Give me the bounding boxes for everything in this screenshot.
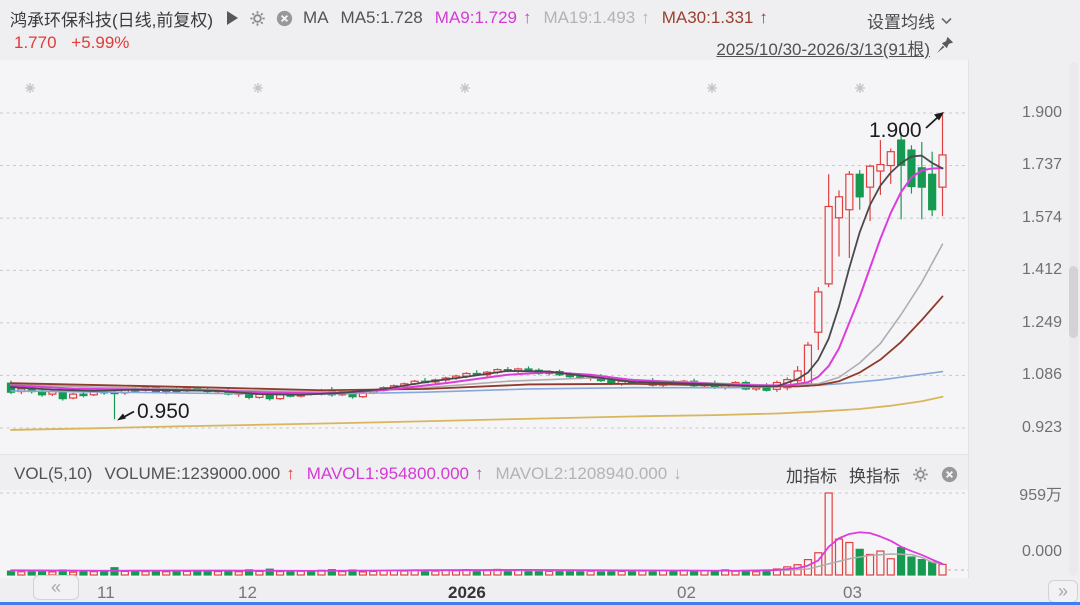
window-bottom-edge	[0, 602, 1080, 605]
volume-axis-top-label: 959万	[1019, 487, 1062, 504]
vol-params-label: VOL(5,10)	[14, 464, 93, 483]
ma5-value: MA5:1.728	[340, 8, 423, 27]
ma19-value: MA19:1.493	[543, 8, 636, 27]
price-axis-label: 1.412	[1021, 261, 1062, 278]
date-range-link[interactable]: 2025/10/30-2026/3/13(91根)	[716, 40, 930, 59]
volume-header: VOL(5,10) VOLUME:1239000.000 ↑ MAVOL1:95…	[14, 461, 1080, 487]
x-axis-label-year: 2026	[448, 583, 486, 602]
ma19-up-arrow: ↑	[641, 8, 650, 27]
candlestick-chart[interactable]: 0.950 1.900	[0, 60, 968, 455]
last-price: 1.770	[14, 33, 57, 52]
ma9-value: MA9:1.729	[434, 8, 518, 27]
price-axis-label: 1.574	[1021, 209, 1062, 226]
volume-up-arrow: ↑	[286, 464, 295, 483]
ma-indicator-label: MA	[303, 8, 329, 27]
ma9-up-arrow: ↑	[523, 8, 532, 27]
x-axis-label-mar: 03	[843, 583, 862, 602]
add-indicator-button[interactable]: 加指标	[786, 467, 837, 486]
scrollbar-thumb[interactable]	[1069, 266, 1078, 338]
chevron-down-icon	[941, 17, 952, 24]
ma30-up-arrow: ↑	[759, 8, 768, 27]
scroll-left-button[interactable]: «	[33, 575, 79, 600]
chart-header: 鸿承环保科技(日线,前复权) MA MA5:1.728 MA9:1.729 ↑ …	[10, 5, 1080, 31]
ma30-value: MA30:1.331	[661, 8, 754, 27]
price-summary: 1.770 +5.99%	[14, 33, 1080, 57]
svg-text:0.950: 0.950	[137, 400, 190, 423]
pin-icon[interactable]	[936, 36, 954, 59]
price-axis-label: 1.737	[1021, 156, 1062, 173]
symbol-title: 鸿承环保科技(日线,前复权)	[10, 10, 214, 30]
price-axis-label: 1.900	[1021, 104, 1062, 121]
price-change-percent: +5.99%	[71, 33, 130, 52]
volume-toolbar: 加指标 换指标	[786, 462, 958, 487]
x-axis-label-nov: 11	[97, 583, 115, 602]
volume-close-icon[interactable]	[941, 466, 958, 483]
x-axis-label-feb: 02	[677, 583, 696, 602]
mavol2-value: MAVOL2:1208940.000	[495, 464, 668, 483]
price-axis-label: 1.249	[1021, 314, 1062, 331]
volume-chart[interactable]	[0, 490, 968, 578]
configure-ma-button[interactable]: 设置均线	[867, 8, 952, 33]
volume-axis-zero-label: 0.000	[1021, 543, 1062, 560]
switch-indicator-button[interactable]: 换指标	[849, 467, 900, 486]
volume-value: VOLUME:1239000.000	[104, 464, 281, 483]
x-axis-label-dec: 12	[238, 583, 257, 602]
price-axis-label: 0.923	[1021, 419, 1062, 436]
indicator-settings-gear-icon[interactable]	[249, 10, 266, 27]
svg-text:1.900: 1.900	[869, 119, 922, 142]
mavol1-up-arrow: ↑	[474, 464, 484, 483]
play-icon[interactable]	[225, 10, 239, 26]
price-axis-label: 1.086	[1021, 366, 1062, 383]
mavol2-down-arrow: ↓	[673, 464, 682, 483]
volume-settings-gear-icon[interactable]	[912, 466, 929, 483]
scroll-right-button[interactable]: »	[1048, 580, 1078, 603]
mavol1-value: MAVOL1:954800.000	[306, 464, 469, 483]
axis-separator	[968, 60, 969, 578]
indicator-close-icon[interactable]	[276, 10, 293, 27]
